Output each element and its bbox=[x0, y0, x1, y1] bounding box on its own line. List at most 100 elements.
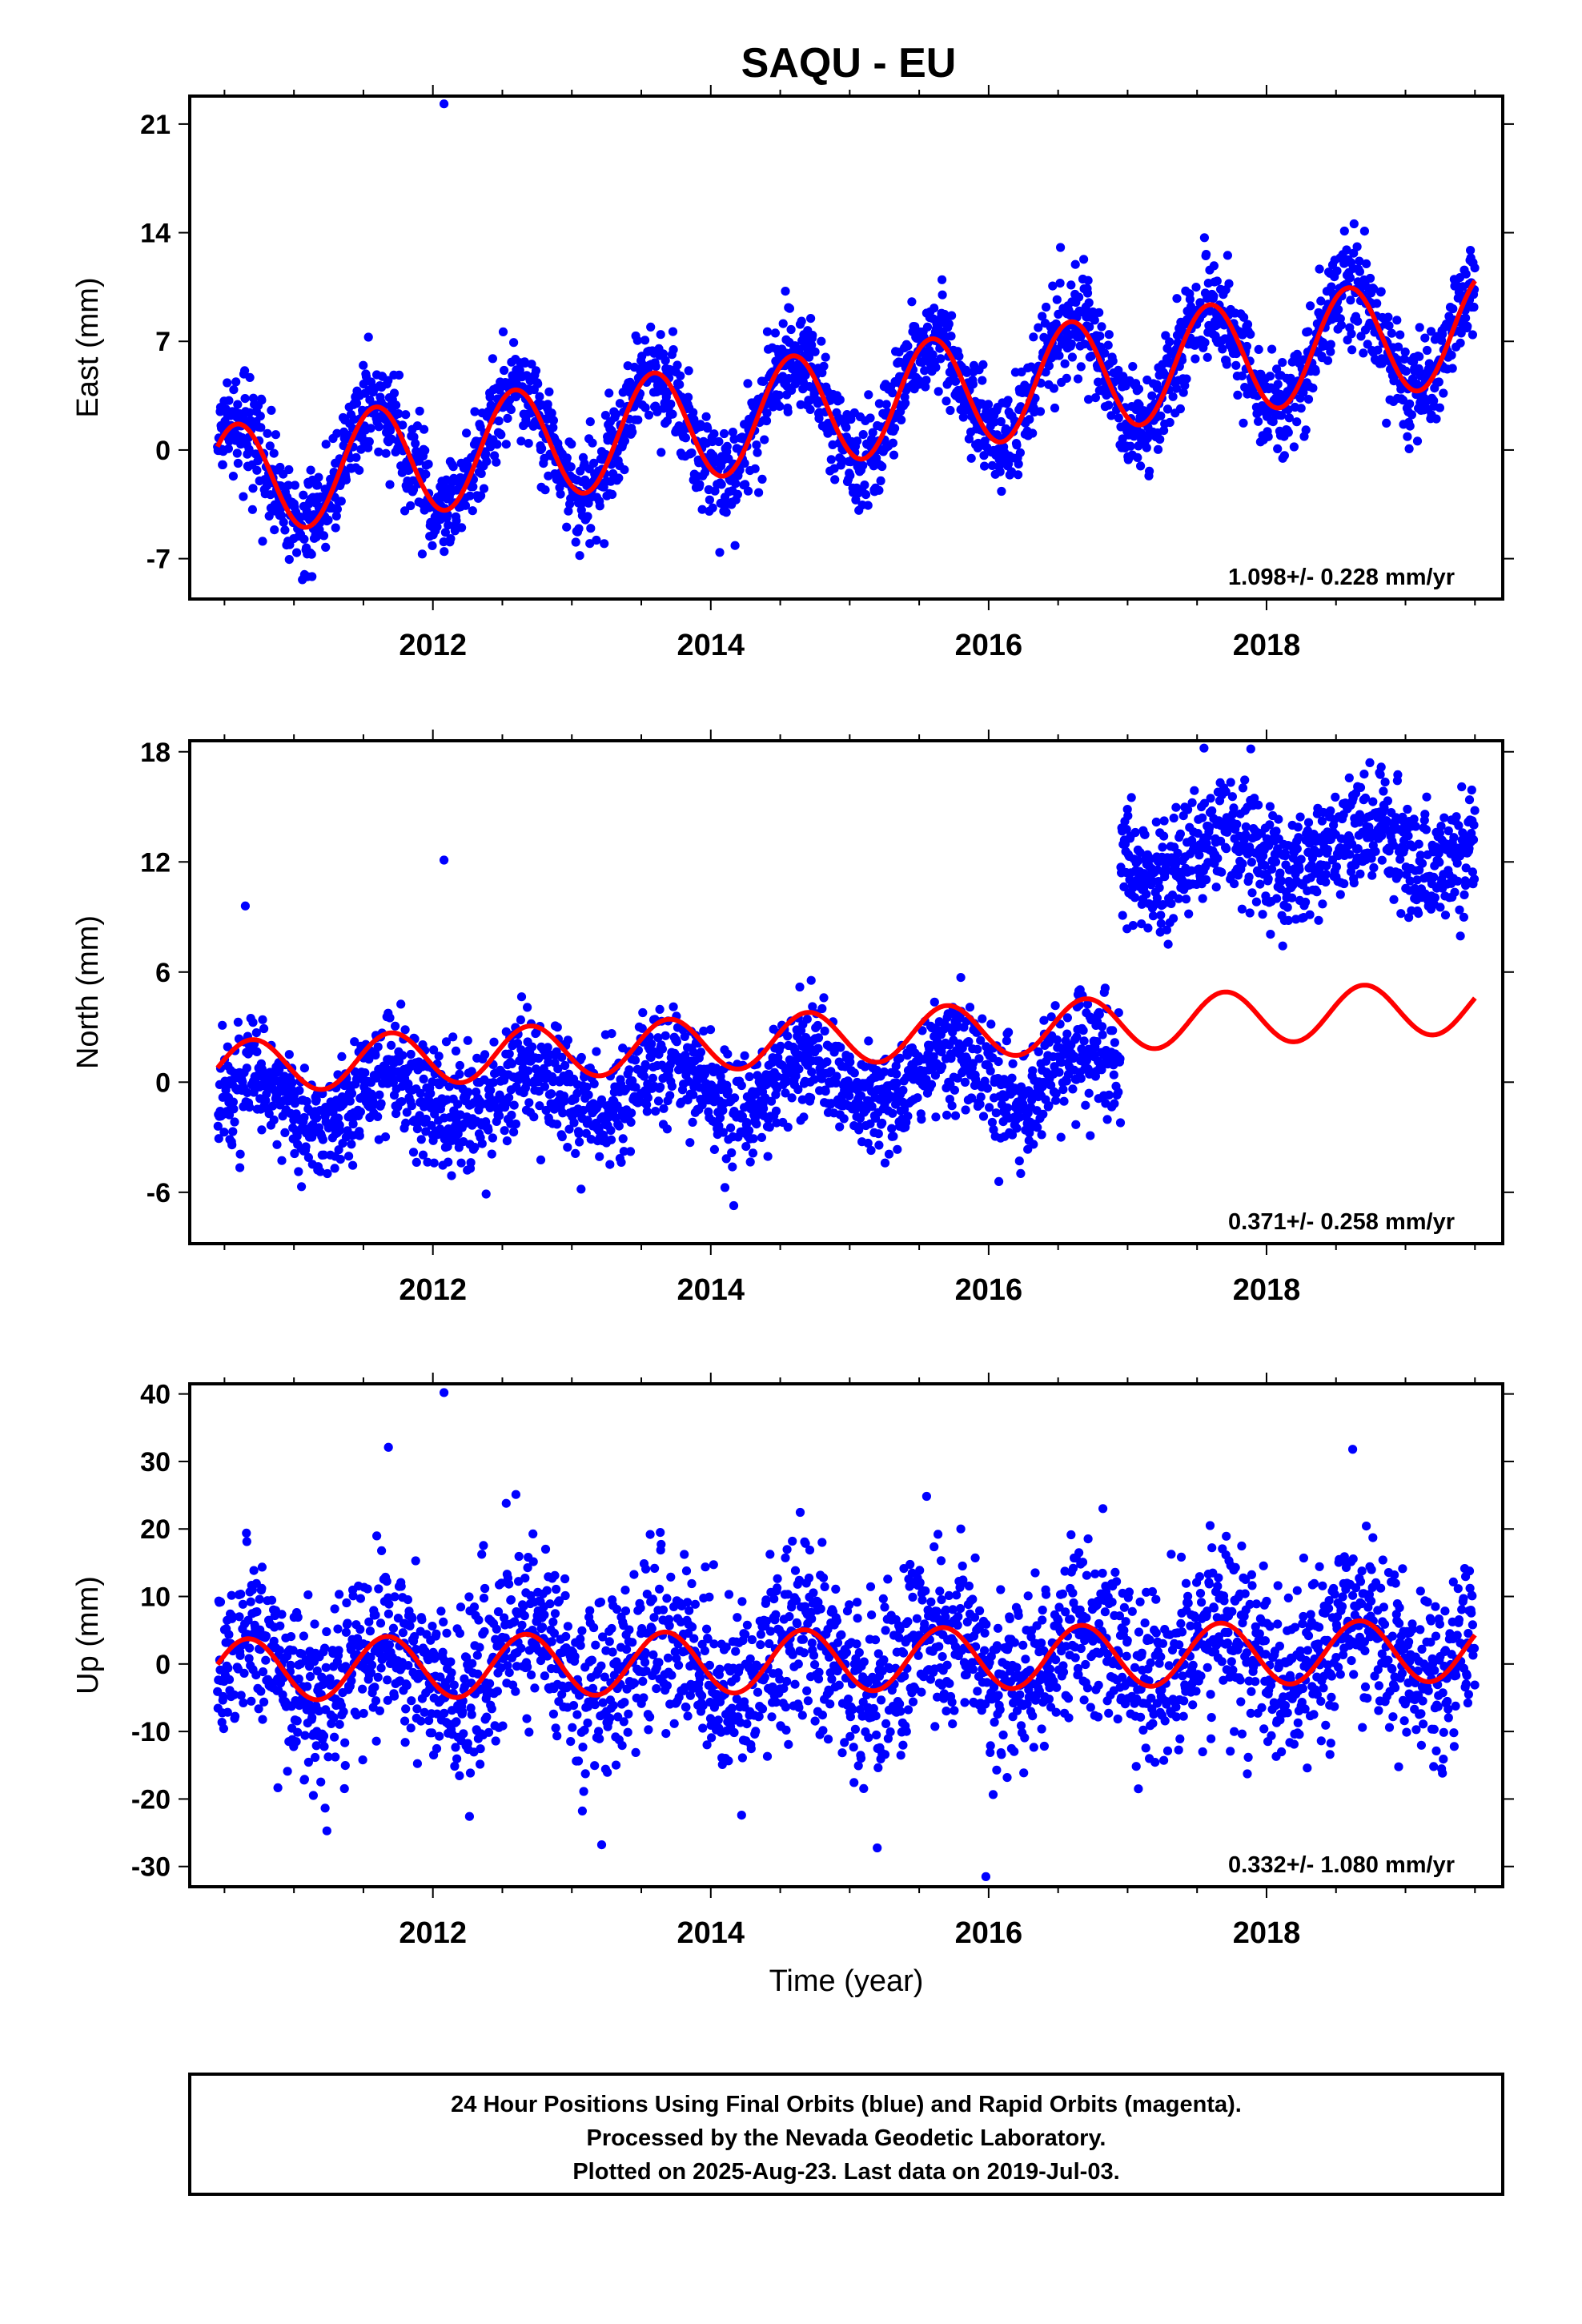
data-point bbox=[1108, 356, 1118, 366]
data-point bbox=[489, 1037, 499, 1047]
data-point bbox=[625, 1147, 636, 1156]
data-point bbox=[741, 1142, 751, 1152]
data-point bbox=[1359, 227, 1369, 236]
data-point bbox=[1254, 344, 1263, 354]
data-point bbox=[1435, 403, 1444, 412]
data-point bbox=[401, 410, 411, 420]
data-point bbox=[360, 1068, 370, 1078]
data-point bbox=[523, 1003, 532, 1012]
data-point bbox=[1438, 329, 1447, 339]
data-point bbox=[1073, 374, 1083, 384]
data-point bbox=[723, 1086, 733, 1096]
data-point bbox=[1198, 894, 1207, 903]
data-point bbox=[323, 1168, 332, 1179]
data-point bbox=[752, 440, 761, 450]
data-point bbox=[646, 322, 656, 332]
data-point bbox=[1318, 899, 1327, 909]
data-point bbox=[557, 1052, 567, 1062]
data-point bbox=[1311, 367, 1320, 376]
data-point bbox=[421, 1127, 431, 1136]
data-point bbox=[402, 1108, 412, 1117]
data-point bbox=[786, 324, 796, 335]
data-point bbox=[1231, 360, 1241, 370]
data-point bbox=[301, 1142, 311, 1152]
data-point bbox=[944, 320, 954, 329]
data-point bbox=[1376, 287, 1386, 296]
data-point bbox=[1152, 893, 1162, 903]
data-point bbox=[548, 416, 559, 425]
data-point bbox=[455, 1069, 464, 1079]
data-point bbox=[835, 1122, 845, 1132]
data-point bbox=[1159, 831, 1169, 841]
data-point bbox=[938, 275, 947, 284]
data-point bbox=[656, 1082, 665, 1092]
data-point bbox=[688, 1117, 697, 1127]
data-point bbox=[1323, 356, 1333, 365]
data-point bbox=[1147, 391, 1157, 400]
data-point bbox=[1241, 822, 1251, 832]
data-point bbox=[488, 1078, 499, 1088]
data-point bbox=[1271, 826, 1281, 836]
data-point bbox=[644, 410, 654, 420]
data-point bbox=[1277, 411, 1287, 420]
data-point bbox=[1220, 334, 1230, 344]
data-point bbox=[507, 1059, 517, 1068]
data-point bbox=[1187, 798, 1197, 807]
data-point bbox=[258, 1015, 267, 1024]
data-point bbox=[280, 525, 290, 535]
data-point bbox=[618, 1134, 628, 1144]
data-point bbox=[619, 1147, 628, 1156]
data-point bbox=[592, 535, 601, 545]
data-point bbox=[1237, 371, 1247, 380]
data-point bbox=[1002, 1036, 1011, 1046]
data-point bbox=[314, 472, 323, 482]
data-point bbox=[994, 1176, 1004, 1186]
data-point bbox=[528, 1042, 537, 1051]
data-point bbox=[642, 1100, 652, 1109]
data-point bbox=[571, 537, 580, 547]
data-point bbox=[864, 390, 873, 400]
data-point bbox=[676, 371, 685, 380]
data-point bbox=[1025, 415, 1034, 424]
data-point bbox=[920, 366, 930, 376]
data-point bbox=[826, 455, 836, 464]
data-point bbox=[522, 1079, 532, 1088]
data-point bbox=[345, 1096, 355, 1106]
data-point bbox=[1461, 269, 1471, 279]
data-point bbox=[1415, 352, 1424, 361]
data-point bbox=[275, 462, 285, 472]
data-point bbox=[819, 361, 829, 371]
data-point bbox=[595, 1152, 604, 1161]
data-point bbox=[1240, 775, 1250, 785]
data-point bbox=[1122, 805, 1132, 814]
data-point bbox=[987, 1117, 997, 1128]
data-point bbox=[524, 1066, 533, 1076]
data-point bbox=[640, 403, 650, 412]
data-point bbox=[696, 1047, 706, 1057]
data-point bbox=[495, 1111, 504, 1120]
data-point bbox=[227, 1140, 237, 1150]
data-point bbox=[656, 330, 665, 340]
data-point bbox=[1244, 872, 1254, 882]
data-point bbox=[667, 1081, 677, 1091]
data-point bbox=[502, 1136, 512, 1146]
data-point bbox=[861, 490, 871, 500]
data-point bbox=[299, 1063, 309, 1073]
data-point bbox=[1382, 418, 1391, 428]
data-point bbox=[1277, 876, 1287, 886]
data-point bbox=[1004, 1027, 1014, 1037]
data-point bbox=[1448, 304, 1458, 314]
data-point bbox=[1265, 820, 1275, 830]
data-point bbox=[1133, 452, 1142, 463]
data-point bbox=[252, 465, 262, 475]
data-point bbox=[228, 1127, 238, 1136]
data-point bbox=[263, 428, 272, 438]
data-point bbox=[1247, 888, 1257, 898]
data-point bbox=[1098, 1022, 1107, 1031]
data-point bbox=[548, 423, 558, 432]
data-point bbox=[563, 1143, 572, 1152]
data-point bbox=[224, 396, 234, 405]
data-point bbox=[468, 482, 478, 492]
data-point bbox=[1181, 895, 1191, 904]
data-point bbox=[607, 1029, 616, 1039]
